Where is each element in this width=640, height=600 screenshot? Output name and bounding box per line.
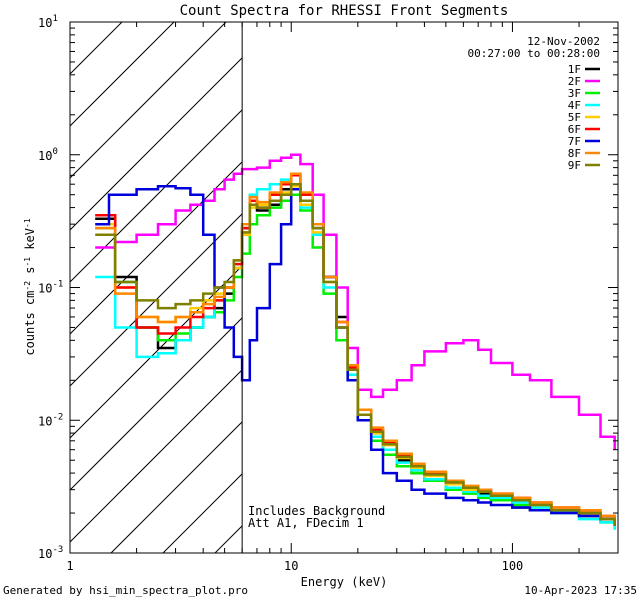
y-tick-label: 10-1 (38, 280, 63, 296)
y-tick-label: 10-3 (38, 545, 63, 561)
hatch-line (70, 265, 243, 439)
x-axis-ticks: 1 10 100 (66, 22, 619, 573)
series-line-4f (95, 178, 616, 530)
legend-label: 5F (568, 111, 581, 124)
annotation-background: Includes Background (248, 504, 385, 518)
legend-label: 1F (568, 63, 581, 76)
footer-generated-by: Generated by hsi_min_spectra_plot.pro (3, 584, 248, 597)
hatch-line (162, 473, 243, 553)
x-tick-label: 100 (502, 559, 524, 573)
series-line-5f (95, 184, 616, 526)
y-tick-label: 101 (38, 14, 58, 30)
series-line-9f (95, 182, 616, 526)
hatch-line (214, 525, 243, 553)
series-line-7f (95, 184, 616, 526)
footer-date: 10-Apr-2023 17:35 (524, 584, 637, 597)
hatch-line (110, 421, 243, 553)
y-tick-label: 10-2 (38, 412, 63, 428)
x-axis-label: Energy (keV) (301, 575, 388, 589)
series-line-1f (95, 182, 616, 526)
time-range-label: 00:27:00 to 00:28:00 (468, 47, 600, 60)
legend-label: 8F (568, 147, 581, 160)
hatch-line (70, 22, 123, 75)
hatch-line (70, 22, 175, 127)
y-axis-label: counts cm-2 s-1 keV-1 (23, 218, 37, 355)
series-line-2f (95, 153, 616, 450)
hatch-line (70, 317, 243, 491)
legend-label: 9F (568, 159, 581, 172)
hatch-line (70, 22, 227, 179)
attenuator-hatch-region (70, 22, 243, 553)
chart-title: Count Spectra for RHESSI Front Segments (180, 3, 509, 19)
hatch-line (70, 57, 243, 231)
legend-label: 7F (568, 135, 581, 148)
series-group (95, 153, 616, 530)
y-tick-label: 100 (38, 147, 58, 163)
legend-label: 2F (568, 75, 581, 88)
series-line-3f (95, 193, 616, 530)
hatch-line (70, 109, 243, 283)
legend-label: 3F (568, 87, 581, 100)
x-tick-label: 10 (284, 559, 298, 573)
legend-label: 4F (568, 99, 581, 112)
annotation-attenuator: Att A1, FDecim 1 (248, 516, 364, 530)
hatch-line (70, 369, 243, 543)
x-tick-label: 1 (66, 559, 73, 573)
date-label: 12-Nov-2002 (527, 35, 600, 48)
legend-label: 6F (568, 123, 581, 136)
